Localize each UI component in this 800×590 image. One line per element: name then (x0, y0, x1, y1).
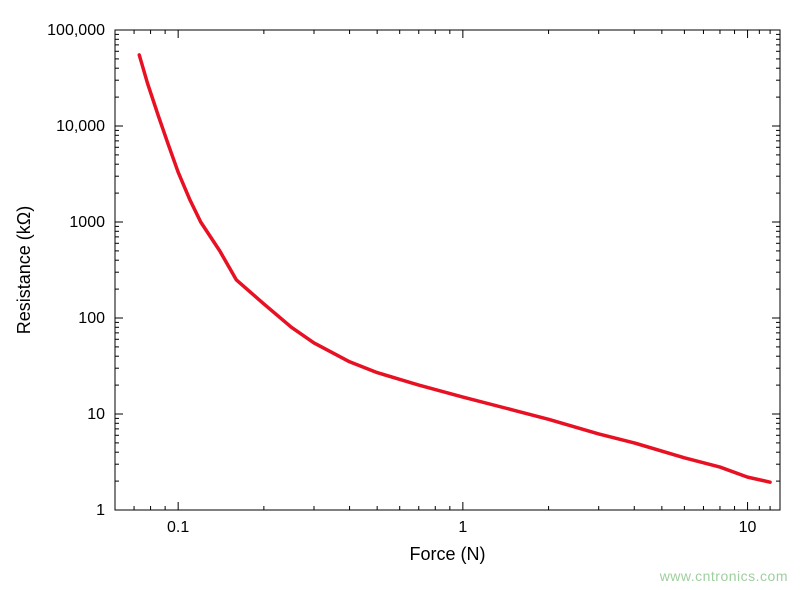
chart-container: 0.1 1 10 1 10 100 1000 10,000 100,000 Force (N) Re… (0, 0, 800, 590)
x-tick-label: 0.1 (167, 519, 189, 536)
x-axis-label: Force (N) (410, 544, 486, 564)
watermark: www.cntronics.com (660, 568, 788, 584)
y-tick-label: 100,000 (47, 22, 105, 39)
y-axis-label: Resistance (kΩ) (14, 206, 34, 335)
y-tick-label: 10 (87, 406, 105, 423)
y-tick-label: 10,000 (56, 118, 105, 135)
chart-svg: 0.1 1 10 1 10 100 1000 10,000 100,000 Force (N) Re… (0, 0, 800, 590)
x-tick-label: 1 (458, 519, 467, 536)
y-tick-label: 1 (96, 502, 105, 519)
y-tick-label: 1000 (69, 214, 105, 231)
series-resistance-vs-force (139, 55, 770, 482)
x-tick-label: 10 (739, 519, 757, 536)
y-tick-label: 100 (78, 310, 105, 327)
